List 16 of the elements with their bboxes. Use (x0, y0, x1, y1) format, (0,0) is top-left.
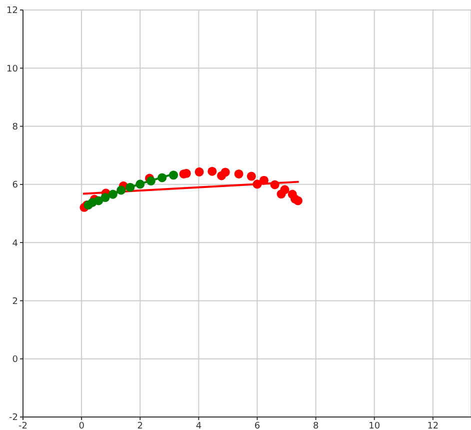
x-tick-label: 0 (78, 421, 85, 430)
y-tick-label: 12 (6, 6, 18, 16)
y-tick-label: 2 (12, 296, 18, 307)
y-tick-label: 6 (12, 180, 18, 191)
x-tick-label: -2 (18, 421, 28, 430)
y-tick-label: 4 (12, 238, 18, 249)
x-tick-label: 6 (254, 421, 260, 430)
y-tick-label: 10 (6, 64, 18, 74)
y-tick-label: -2 (9, 413, 18, 424)
x-tick-label: 12 (427, 421, 439, 430)
x-tick-label: 4 (196, 421, 202, 430)
y-tick-label: 8 (12, 122, 18, 132)
x-tick-label: 10 (368, 421, 380, 430)
y-tick-label: 0 (12, 355, 18, 366)
x-tick-label: 2 (137, 421, 143, 430)
x-tick-label: 8 (312, 421, 319, 430)
